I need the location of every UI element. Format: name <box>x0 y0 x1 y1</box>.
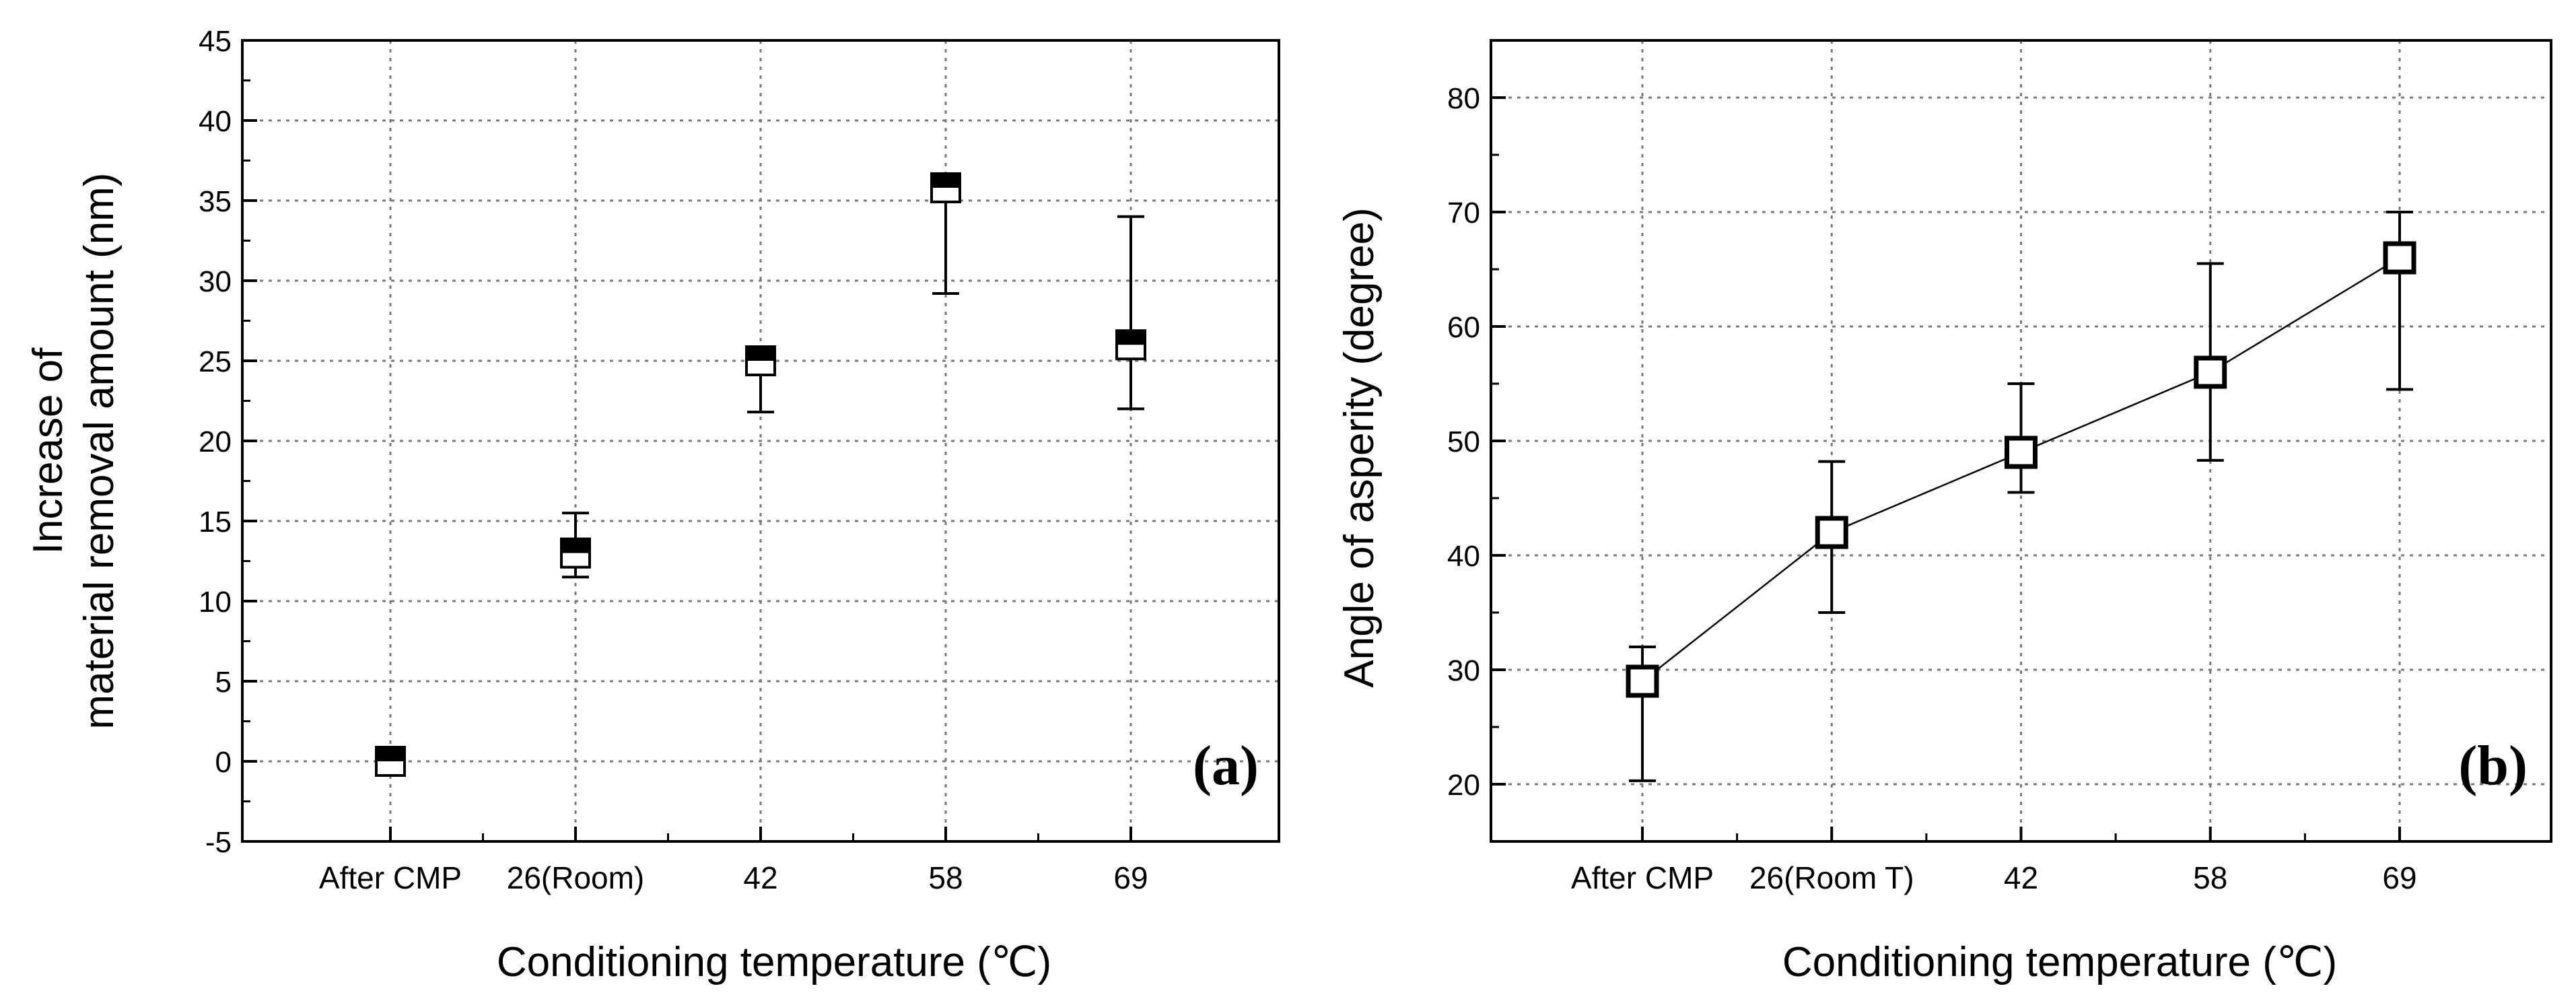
chart-a: -5 0 5 10 15 20 25 30 35 40 45 After CMP 26(Room) 42… <box>25 25 1280 985</box>
chart-a-x-category-label-4: 69 <box>1113 860 1148 895</box>
chart-b-x-axis-label: Conditioning temperature (℃) <box>1782 939 2337 985</box>
chart-a-x-category-label-1: 26(Room) <box>507 860 645 895</box>
chart-b-y-tick-label-2: 40 <box>1447 540 1480 573</box>
chart-a-y-axis-label-line2: material removal amount (nm) <box>76 173 123 730</box>
chart-a-x-category-labels: After CMP 26(Room) 42 58 69 <box>319 860 1148 895</box>
chart-a-data-point-fill-4 <box>1117 331 1145 345</box>
chart-b-x-category-label-2: 42 <box>2004 860 2038 895</box>
chart-a-data-point-fill-1 <box>561 539 590 553</box>
chart-a-data-point-fill-0 <box>376 747 405 761</box>
chart-a-markers <box>375 172 1146 777</box>
chart-b-x-category-label-0: After CMP <box>1571 860 1714 895</box>
chart-a-y-tick-label-2: 5 <box>215 666 232 699</box>
chart-b-panel-label: (b) <box>2458 734 2528 797</box>
chart-a-y-tick-label-1: 0 <box>215 746 232 779</box>
chart-a-y-tick-label-5: 20 <box>199 425 232 458</box>
chart-a-x-category-label-3: 58 <box>928 860 963 895</box>
chart-b-y-tick-label-1: 30 <box>1447 654 1480 687</box>
chart-a-data-point-fill-2 <box>746 347 775 361</box>
chart-b-x-category-labels: After CMP 26(Room T) 42 58 69 <box>1571 860 2417 895</box>
chart-b-axes <box>1490 39 2552 843</box>
chart-a-data-point-fill-3 <box>932 173 960 188</box>
chart-a-y-tick-label-6: 25 <box>199 345 232 378</box>
chart-b-y-tick-label-4: 60 <box>1447 311 1480 344</box>
chart-b-y-tick-labels: 20 30 40 50 60 70 80 <box>1447 82 1480 802</box>
chart-b-x-category-label-4: 69 <box>2382 860 2416 895</box>
chart-a-y-tick-label-7: 30 <box>199 265 232 298</box>
chart-b-data-point-4 <box>2383 241 2416 275</box>
chart-a-y-tick-labels: -5 0 5 10 15 20 25 30 35 40 45 <box>199 25 232 859</box>
chart-a-x-category-label-0: After CMP <box>319 860 462 895</box>
chart-b-y-tick-label-6: 80 <box>1447 82 1480 115</box>
chart-b-data-point-1 <box>1815 516 1848 549</box>
chart-a-y-tick-label-3: 10 <box>199 586 232 619</box>
chart-a-axes <box>241 39 1280 843</box>
chart-b-x-category-label-3: 58 <box>2193 860 2227 895</box>
chart-b-y-tick-label-0: 20 <box>1447 769 1480 802</box>
chart-a-y-tick-label-8: 35 <box>199 185 232 218</box>
chart-a-y-tick-label-4: 15 <box>199 506 232 539</box>
chart-a-panel-label: (a) <box>1193 734 1259 797</box>
chart-a-y-tick-label-0: -5 <box>205 826 232 859</box>
chart-a-x-axis-label: Conditioning temperature (℃) <box>497 939 1051 985</box>
chart-b-y-axis-label: Angle of asperity (degree) <box>1336 207 1383 687</box>
chart-a-y-axis-label-line1: Increase of <box>25 347 71 555</box>
chart-b-y-tick-label-3: 50 <box>1447 425 1480 458</box>
chart-a-x-category-label-2: 42 <box>743 860 777 895</box>
chart-b: 20 30 40 50 60 70 80 After CMP 26(Room T) 42 58 69… <box>1336 39 2552 985</box>
chart-b-data-point-0 <box>1626 664 1659 698</box>
chart-b-markers <box>1626 241 2416 698</box>
chart-a-y-tick-label-10: 45 <box>199 25 232 58</box>
chart-a-y-tick-label-9: 40 <box>199 105 232 138</box>
chart-b-x-category-label-1: 26(Room T) <box>1749 860 1914 895</box>
chart-b-data-point-2 <box>2005 436 2038 469</box>
chart-b-y-tick-label-5: 70 <box>1447 197 1480 230</box>
chart-b-data-point-3 <box>2194 355 2227 389</box>
